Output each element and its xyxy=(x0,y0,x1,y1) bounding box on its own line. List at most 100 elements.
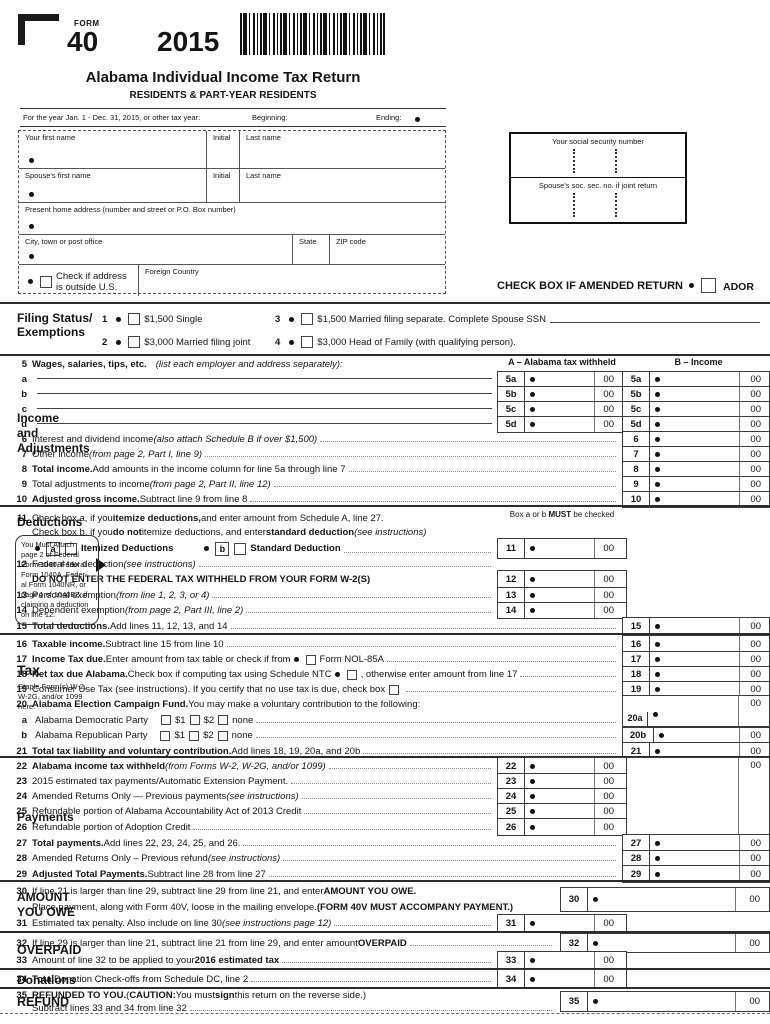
employer-entry-line[interactable] xyxy=(37,378,492,379)
donations-section: Donations 34 Total Donation Check-offs f… xyxy=(0,968,770,989)
amount-you-owe-section: AMOUNT YOU OWE 30 If line 21 is larger th… xyxy=(0,880,770,933)
filing-status-2-checkbox[interactable] xyxy=(128,336,141,348)
payments-column-b-box: 00 xyxy=(622,757,770,836)
state-field[interactable]: State xyxy=(292,235,329,264)
entry-dot-icon xyxy=(415,117,420,122)
last-name-label: Last name xyxy=(245,133,281,142)
democratic-1-checkbox[interactable] xyxy=(160,715,171,725)
line-5d-withheld-box[interactable]: 5d 00 xyxy=(497,416,627,433)
line-27-amount-box[interactable]: 27 00 xyxy=(622,834,770,852)
democratic-2-checkbox[interactable] xyxy=(189,715,200,725)
line-30-amount-box[interactable]: 30 00 xyxy=(560,887,770,912)
city-field[interactable]: City, town or post office xyxy=(19,235,292,264)
line-31-amount-box[interactable]: 31 00 xyxy=(497,914,627,933)
line-20: 20 Alabama Election Campaign Fund. You m… xyxy=(16,699,421,710)
home-address-label: Present home address (number and street … xyxy=(25,205,236,214)
line-34-amount-box[interactable]: 34 00 xyxy=(497,969,627,989)
itemized-deductions-checkbox[interactable] xyxy=(65,542,77,555)
line-35-text1: 35 REFUNDED TO YOU. (CAUTION: You must s… xyxy=(16,990,367,1001)
entry-dot-icon xyxy=(204,546,210,551)
entry-dot-icon xyxy=(334,672,340,677)
spouse-initial-field[interactable]: Initial xyxy=(205,169,239,202)
filing-status-3-checkbox[interactable] xyxy=(301,313,314,325)
section-label-donations: Donations xyxy=(17,973,76,987)
democratic-none-checkbox[interactable] xyxy=(218,715,229,725)
line-35-amount-box[interactable]: 35 00 xyxy=(560,991,770,1012)
employer-entry-line[interactable] xyxy=(37,408,492,409)
employer-entry-line[interactable] xyxy=(37,393,492,394)
line-14-amount-box[interactable]: 14 00 xyxy=(497,602,627,619)
line-19-amount-box[interactable]: 19 00 xyxy=(622,681,770,698)
line-32: 32 If line 29 is larger than line 21, su… xyxy=(0,933,770,953)
line-11-checkboxes: a Itemized Deductions b Standard Deducti… xyxy=(0,538,770,559)
line-25: 25 Refundable portion of Alabama Account… xyxy=(0,803,770,820)
tax-section: Tax Staple Form(s) W-2, W-2G, and/or 109… xyxy=(0,633,770,760)
form-subtitle: RESIDENTS & PART-YEAR RESIDENTS xyxy=(129,90,317,101)
standard-deduction-checkbox[interactable] xyxy=(234,542,247,555)
spouse-ssn-entry-line[interactable] xyxy=(549,322,760,323)
entry-dot-icon xyxy=(116,316,122,322)
line-26-amount-box[interactable]: 26 00 xyxy=(497,818,627,836)
line-30-text1: 30 If line 21 is larger than line 29, su… xyxy=(16,885,417,897)
line-9: 9 Total adjustments to income (from page… xyxy=(0,476,770,493)
section-label-deductions: Deductions xyxy=(17,515,83,529)
box-a-or-b-note: Box a or b MUST be checked xyxy=(509,510,615,519)
filing-status-1-number: 1 xyxy=(102,313,108,325)
spouse-ssn-label: Spouse's soc. sec. no. if joint return xyxy=(538,181,658,190)
spouse-ssn-field[interactable]: Spouse's soc. sec. no. if joint return xyxy=(511,178,685,221)
line-5b-income-box[interactable]: 5b 00 xyxy=(622,386,770,403)
first-name-field[interactable]: Your first name xyxy=(19,131,206,168)
taxpayer-info-block: Your first name Initial Last name Spouse… xyxy=(18,130,446,296)
line-23-amount-box[interactable]: 23 00 xyxy=(497,773,627,790)
initial-field[interactable]: Initial xyxy=(205,131,239,168)
line-5: 5 Wages, salaries, tips, etc. (list each… xyxy=(0,357,770,372)
filing-status-4-checkbox[interactable] xyxy=(301,336,314,348)
line-10-amount-box[interactable]: 10 00 xyxy=(622,491,770,508)
line-20a-amount-box[interactable]: 00 20a xyxy=(622,695,770,727)
employer-entry-line[interactable] xyxy=(37,423,492,424)
no-use-tax-checkbox[interactable] xyxy=(389,684,400,695)
republican-2-checkbox[interactable] xyxy=(189,730,200,741)
line-12-text: 12 Federal tax deduction (see instructio… xyxy=(0,558,770,572)
line-11-amount-box[interactable]: 11 00 xyxy=(497,538,627,559)
section-label-overpaid: OVERPAID xyxy=(17,943,82,957)
barcode xyxy=(240,13,385,55)
republican-none-checkbox[interactable] xyxy=(217,730,228,741)
line-5d: d 5d 00 5d 00 xyxy=(0,416,770,433)
line-16: 16 Taxable income. Subtract line 15 from… xyxy=(0,635,770,653)
line-9-amount-box[interactable]: 9 00 xyxy=(622,476,770,493)
home-address-field[interactable]: Present home address (number and street … xyxy=(19,203,445,234)
line-5c-income-box[interactable]: 5c 00 xyxy=(622,401,770,418)
form-number: 40 xyxy=(67,26,99,57)
ssn-divider-dots xyxy=(615,193,617,217)
last-name-field[interactable]: Last name xyxy=(238,131,445,168)
spouse-last-name-field[interactable]: Last name xyxy=(238,169,445,202)
line-17: 17 Income Tax due. Enter amount from tax… xyxy=(0,651,770,668)
line-24: 24 Amended Returns Only — Previous payme… xyxy=(0,788,770,805)
line-22: 22 Alabama income tax withheld (from For… xyxy=(0,757,770,775)
line-28: 28 Amended Returns Only – Previous refun… xyxy=(0,850,770,867)
entry-dot-icon xyxy=(35,546,40,551)
filing-status-3-number: 3 xyxy=(275,313,281,325)
zip-field[interactable]: ZIP code xyxy=(329,235,445,264)
section-label-tax: Tax xyxy=(17,662,41,678)
outside-us-checkbox[interactable] xyxy=(40,275,52,288)
spouse-first-name-field[interactable]: Spouse's first name xyxy=(19,169,206,202)
amended-return-checkbox[interactable] xyxy=(701,278,716,293)
schedule-ntc-checkbox[interactable] xyxy=(346,669,357,680)
section-label-refund: REFUND xyxy=(17,995,70,1009)
foreign-country-label: Foreign Country xyxy=(145,267,199,276)
your-ssn-field[interactable]: Your social security number xyxy=(511,134,685,178)
line-7: 7 Other income (from page 2, Part I, lin… xyxy=(0,446,770,463)
nol-85a-checkbox[interactable] xyxy=(305,654,316,665)
ador-label: ADOR xyxy=(723,281,754,293)
filing-status-3: 3 $1,500 Married filing separate. Comple… xyxy=(275,313,764,325)
line-11-text1: 11 Check box a, if you itemize deduction… xyxy=(16,512,384,524)
filing-status-1-checkbox[interactable] xyxy=(128,313,141,325)
foreign-country-field[interactable]: Foreign Country xyxy=(138,265,445,296)
republican-1-checkbox[interactable] xyxy=(160,730,171,741)
line-23: 23 2015 estimated tax payments/Automatic… xyxy=(0,773,770,790)
line-13: 13 Personal exemption (from line 1, 2, 3… xyxy=(0,587,770,604)
line-32-amount-box[interactable]: 32 00 xyxy=(560,933,770,953)
form-title: Alabama Individual Income Tax Return xyxy=(85,69,361,86)
